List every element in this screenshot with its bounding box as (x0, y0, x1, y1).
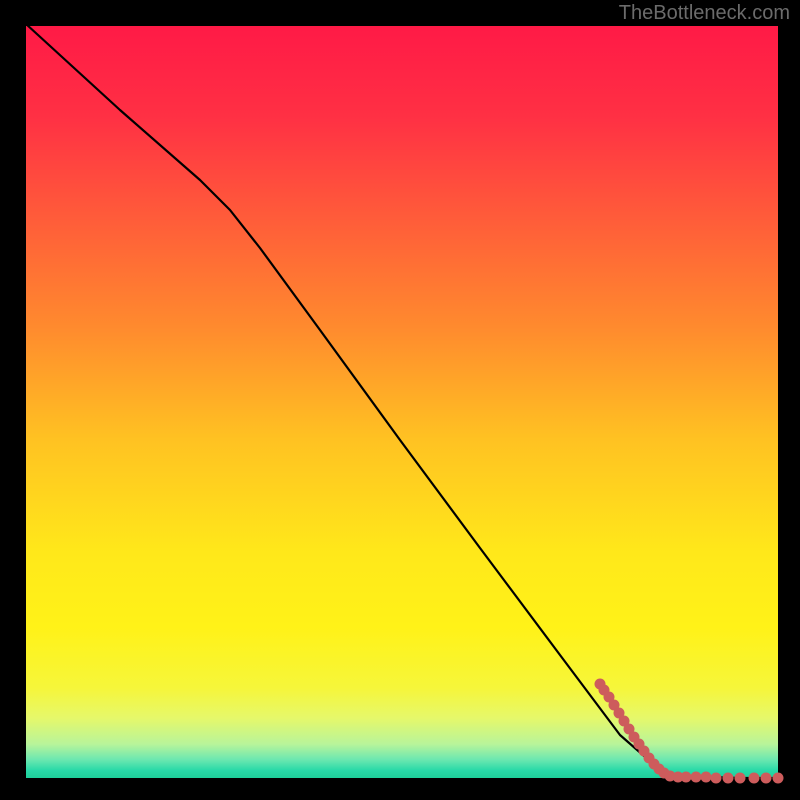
chart-svg (0, 0, 800, 800)
data-marker (761, 773, 772, 784)
data-marker (749, 773, 760, 784)
data-marker (735, 773, 746, 784)
data-marker (723, 773, 734, 784)
data-marker (691, 772, 702, 783)
data-marker (711, 773, 722, 784)
data-marker (701, 772, 712, 783)
plot-background (26, 26, 778, 778)
data-marker (773, 773, 784, 784)
watermark-label: TheBottleneck.com (619, 2, 790, 25)
data-marker (681, 772, 692, 783)
chart-container: TheBottleneck.com (0, 0, 800, 800)
